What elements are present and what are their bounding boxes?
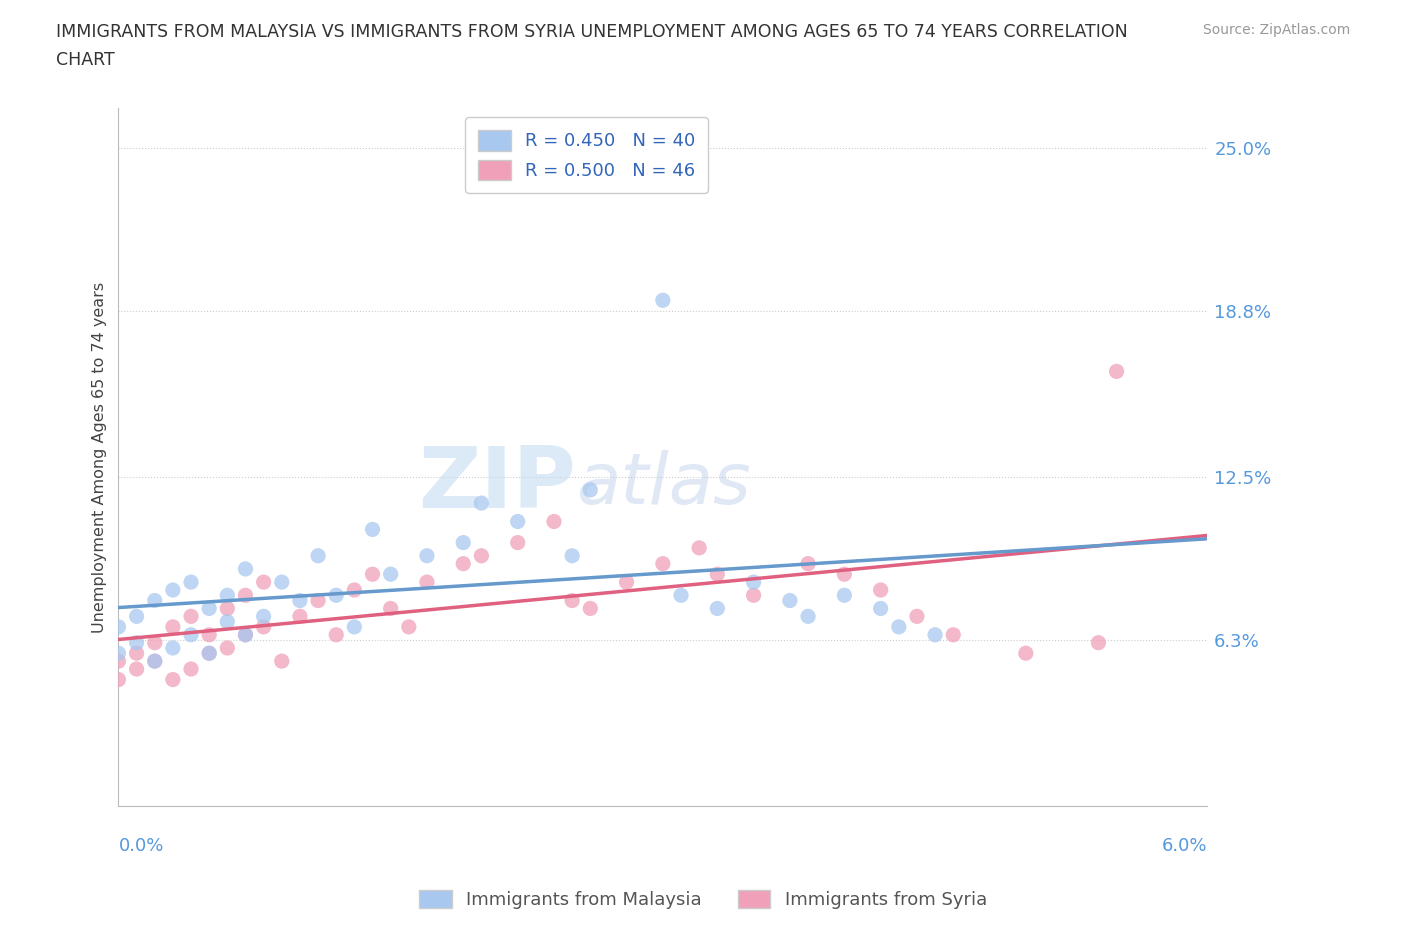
Point — [325, 588, 347, 603]
Point — [235, 628, 257, 643]
Point — [506, 514, 529, 529]
Point — [107, 654, 129, 669]
Point — [942, 628, 965, 643]
Point — [779, 593, 801, 608]
Text: atlas: atlas — [576, 450, 751, 520]
Point — [252, 609, 274, 624]
Point — [217, 614, 239, 629]
Point — [217, 601, 239, 616]
Point — [125, 635, 148, 650]
Point — [470, 496, 492, 511]
Point — [270, 575, 292, 590]
Point — [143, 654, 166, 669]
Point — [325, 628, 347, 643]
Point — [451, 535, 474, 550]
Point — [125, 661, 148, 676]
Point — [797, 609, 820, 624]
Point — [125, 609, 148, 624]
Text: IMMIGRANTS FROM MALAYSIA VS IMMIGRANTS FROM SYRIA UNEMPLOYMENT AMONG AGES 65 TO : IMMIGRANTS FROM MALAYSIA VS IMMIGRANTS F… — [56, 23, 1128, 41]
Point — [924, 628, 946, 643]
Point — [1015, 645, 1038, 660]
Point — [143, 635, 166, 650]
Point — [688, 540, 710, 555]
Point — [561, 549, 583, 564]
Text: ZIP: ZIP — [418, 444, 576, 526]
Point — [198, 645, 221, 660]
Point — [451, 556, 474, 571]
Point — [180, 661, 202, 676]
Point — [270, 654, 292, 669]
Point — [869, 601, 891, 616]
Point — [706, 566, 728, 581]
Point — [235, 588, 257, 603]
Point — [252, 575, 274, 590]
Point — [180, 628, 202, 643]
Point — [1087, 635, 1109, 650]
Point — [742, 588, 765, 603]
Point — [217, 588, 239, 603]
Point — [198, 601, 221, 616]
Point — [235, 562, 257, 577]
Point — [616, 575, 638, 590]
Point — [416, 549, 439, 564]
Text: 0.0%: 0.0% — [118, 837, 165, 855]
Text: 6.0%: 6.0% — [1161, 837, 1208, 855]
Point — [180, 575, 202, 590]
Point — [107, 619, 129, 634]
Point — [288, 609, 311, 624]
Point — [125, 645, 148, 660]
Y-axis label: Unemployment Among Ages 65 to 74 years: Unemployment Among Ages 65 to 74 years — [93, 282, 107, 632]
Point — [579, 601, 602, 616]
Point — [307, 549, 329, 564]
Point — [107, 645, 129, 660]
Point — [797, 556, 820, 571]
Point — [869, 582, 891, 597]
Point — [361, 522, 384, 537]
Point — [561, 593, 583, 608]
Point — [905, 609, 928, 624]
Point — [380, 566, 402, 581]
Point — [343, 582, 366, 597]
Point — [579, 483, 602, 498]
Point — [343, 619, 366, 634]
Point — [307, 593, 329, 608]
Point — [162, 582, 184, 597]
Point — [143, 654, 166, 669]
Point — [180, 609, 202, 624]
Point — [706, 601, 728, 616]
Legend: R = 0.450   N = 40, R = 0.500   N = 46: R = 0.450 N = 40, R = 0.500 N = 46 — [465, 117, 707, 193]
Text: Source: ZipAtlas.com: Source: ZipAtlas.com — [1202, 23, 1350, 37]
Point — [198, 628, 221, 643]
Point — [107, 672, 129, 687]
Point — [198, 645, 221, 660]
Point — [651, 293, 673, 308]
Point — [162, 641, 184, 656]
Point — [887, 619, 910, 634]
Point — [361, 566, 384, 581]
Point — [252, 619, 274, 634]
Point — [162, 619, 184, 634]
Point — [834, 566, 856, 581]
Text: CHART: CHART — [56, 51, 115, 69]
Point — [834, 588, 856, 603]
Point — [669, 588, 692, 603]
Point — [217, 641, 239, 656]
Point — [742, 575, 765, 590]
Point — [543, 514, 565, 529]
Point — [235, 628, 257, 643]
Point — [162, 672, 184, 687]
Point — [288, 593, 311, 608]
Point — [1105, 364, 1128, 379]
Point — [470, 549, 492, 564]
Point — [651, 556, 673, 571]
Point — [398, 619, 420, 634]
Point — [380, 601, 402, 616]
Point — [506, 535, 529, 550]
Point — [416, 575, 439, 590]
Legend: Immigrants from Malaysia, Immigrants from Syria: Immigrants from Malaysia, Immigrants fro… — [412, 883, 994, 916]
Point — [143, 593, 166, 608]
